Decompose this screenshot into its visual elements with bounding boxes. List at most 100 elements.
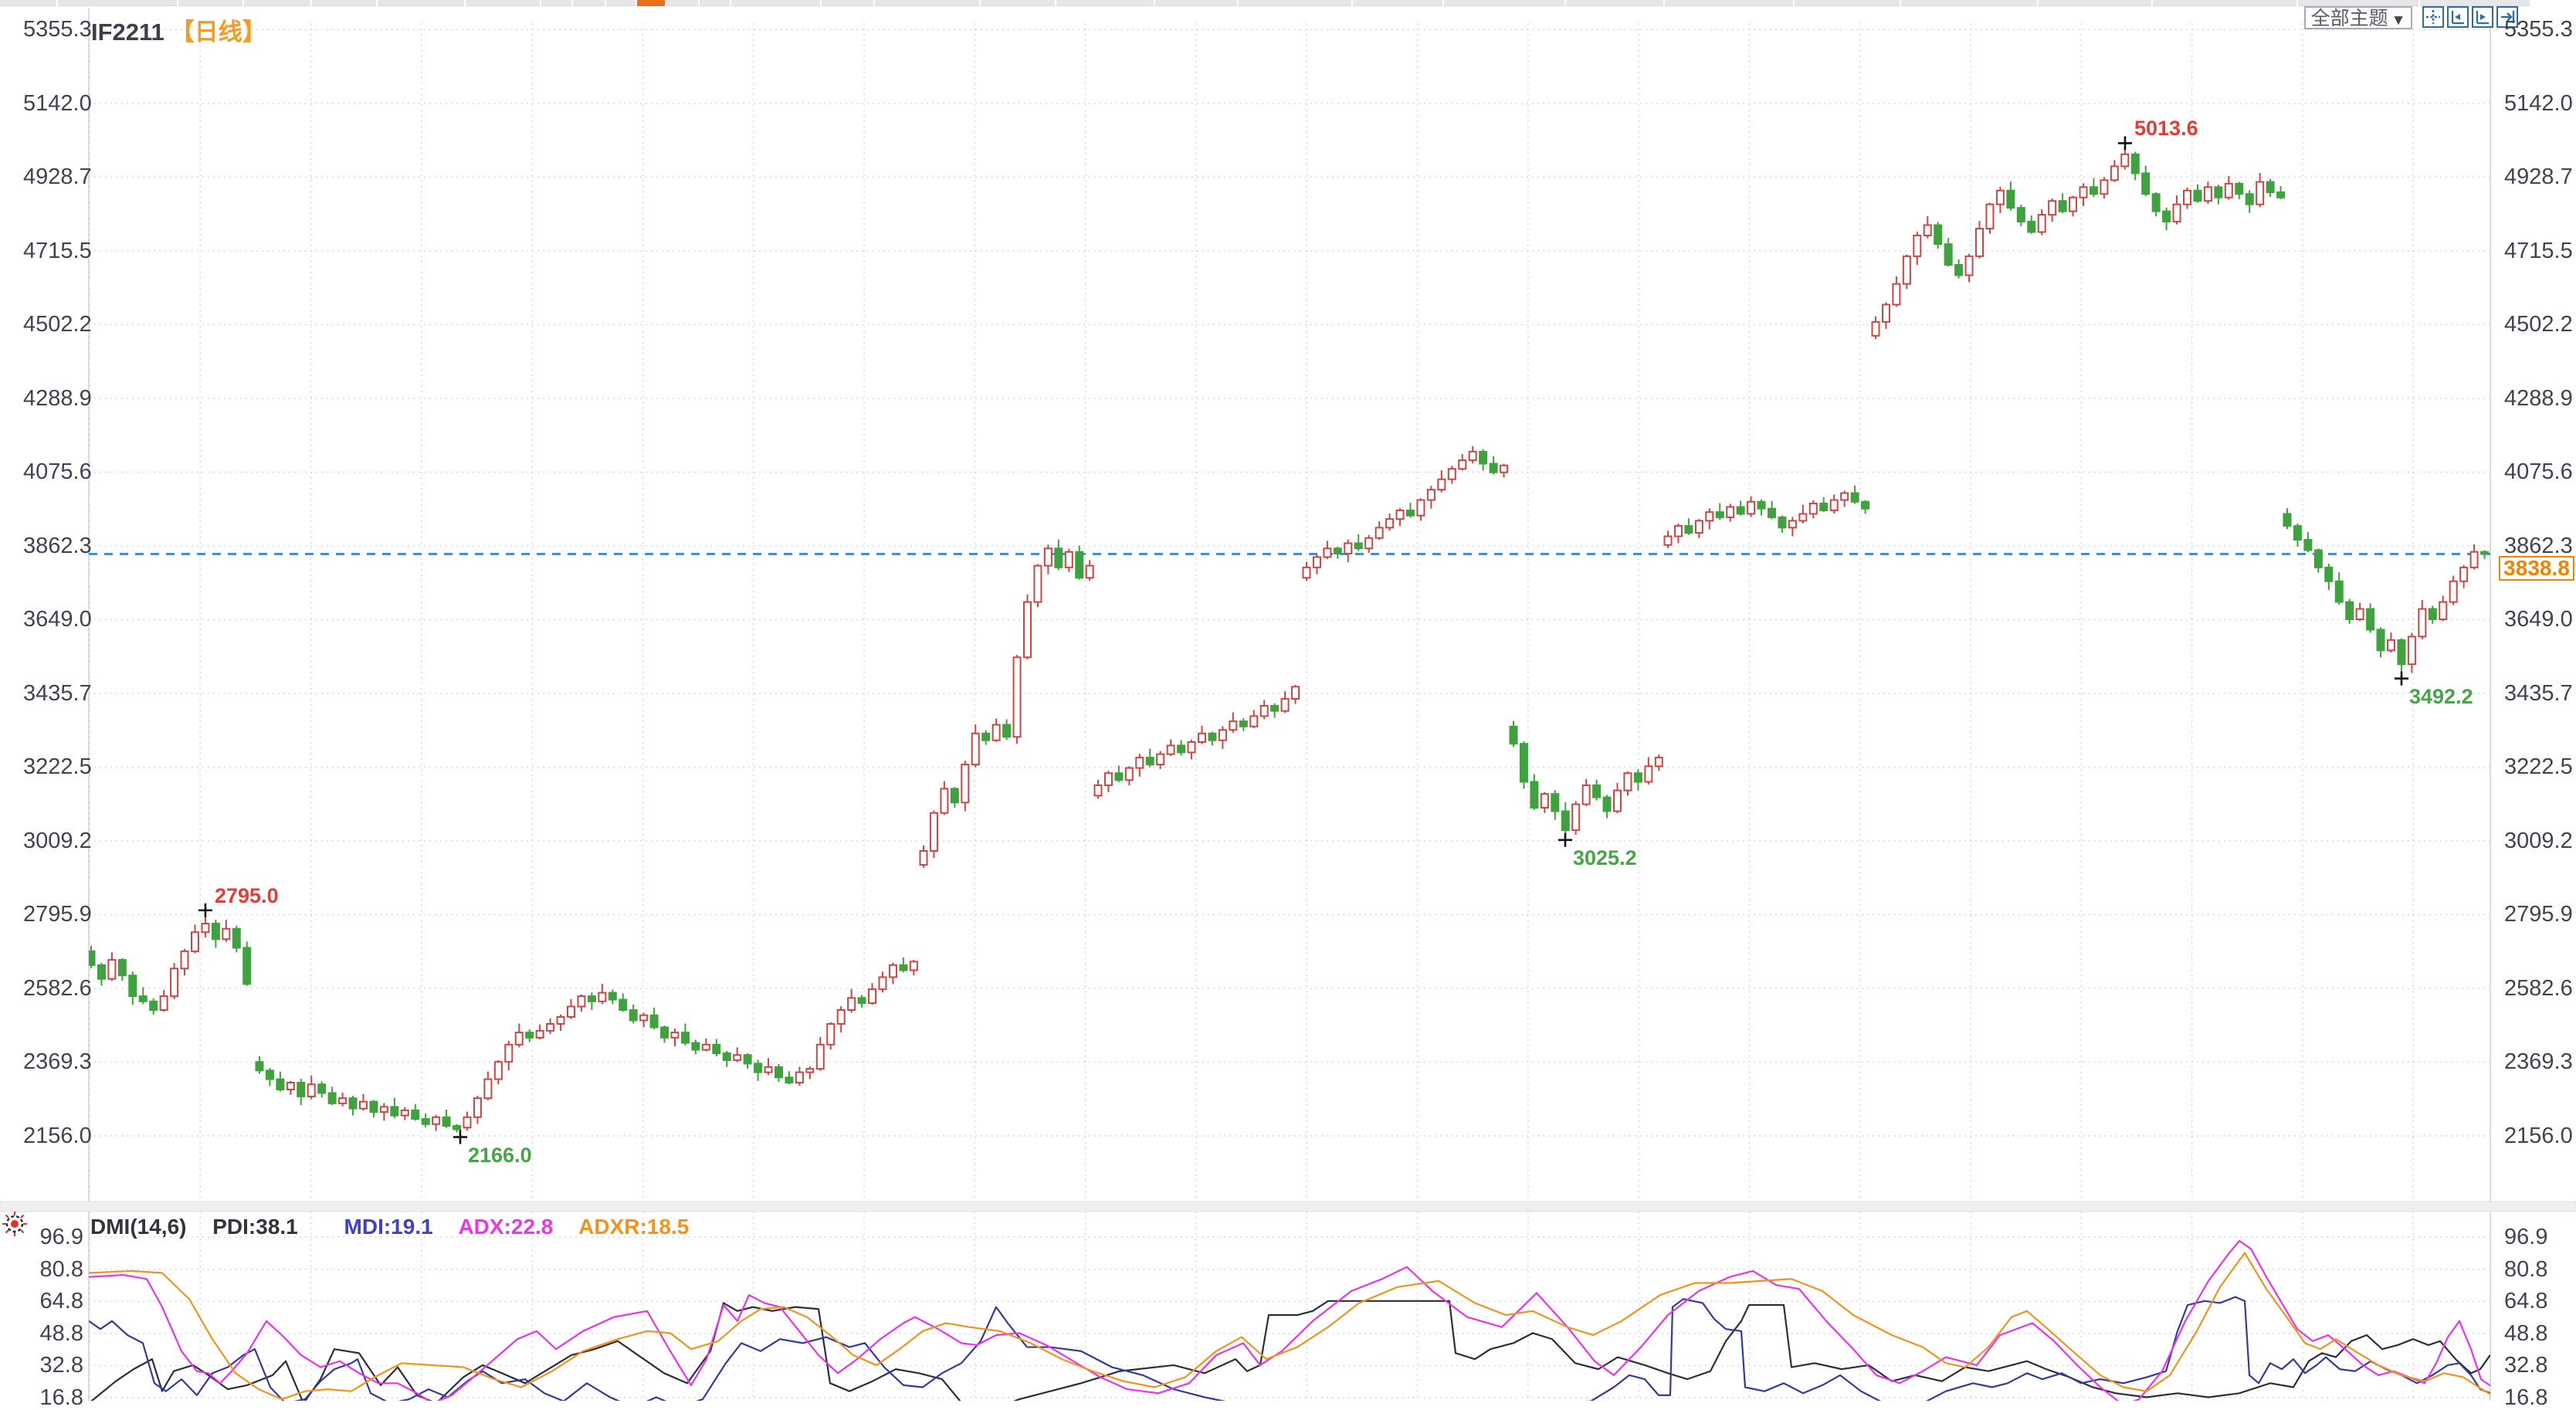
period-label: 【日线】 (170, 19, 266, 46)
play-right-icon[interactable] (2472, 6, 2493, 28)
extreme-marker-cross (1558, 832, 1572, 847)
tab-strip-segment[interactable] (1566, 0, 1663, 6)
tab-strip-segment[interactable] (1901, 0, 2037, 6)
tab-strip-segment[interactable] (58, 0, 177, 6)
tab-strip-segment[interactable] (1239, 0, 1351, 6)
y-axis-tick-label: 3222.5 (2504, 754, 2573, 780)
tab-strip-segment[interactable] (244, 0, 310, 6)
dmi-name-and-pdi-value: DMI(14,6) PDI:38.1 (90, 1215, 298, 1239)
tab-strip-segment[interactable] (1795, 0, 1900, 6)
y-axis-tick-label: 5355.3 (23, 17, 92, 42)
dmi-line-adx (89, 1239, 2490, 1401)
extreme-marker-cross (2118, 136, 2132, 151)
tab-strip-segment[interactable] (2153, 0, 2296, 6)
y-axis-tick-label: 2582.6 (23, 975, 92, 1001)
y-axis-tick-label: 4075.6 (23, 459, 92, 485)
y-axis-tick-label: 2369.3 (23, 1049, 92, 1075)
all-themes-label: 全部主题 (2310, 8, 2388, 29)
indicator-target-icon[interactable] (2, 1211, 28, 1237)
dmi-line-adxr (89, 1252, 2490, 1401)
dmi-tick-label: 64.8 (39, 1289, 83, 1314)
tab-strip-segment[interactable] (466, 0, 540, 6)
tab-strip-segment[interactable] (2298, 0, 2418, 6)
tab-strip-segment[interactable] (378, 0, 464, 6)
tab-strip-segment[interactable] (1665, 0, 1793, 6)
y-axis-tick-label: 4715.5 (2504, 238, 2573, 263)
tab-strip-segment[interactable] (700, 0, 730, 6)
tab-strip-segment[interactable] (573, 0, 605, 6)
symbol-label: IF2211 (91, 19, 164, 46)
dmi-tick-label: 16.8 (2504, 1385, 2548, 1410)
dmi-tick-label: 48.8 (2504, 1320, 2548, 1346)
dmi-tick-label: 96.9 (2504, 1225, 2548, 1249)
tab-strip-segment[interactable] (1056, 0, 1154, 6)
tab-strip-segment[interactable] (1444, 0, 1564, 6)
tab-strip-segment[interactable] (541, 0, 571, 6)
y-axis-tick-label: 4502.2 (23, 312, 92, 337)
y-axis-tick-label: 4075.6 (2504, 459, 2573, 485)
y-axis-tick-label: 3862.3 (2504, 533, 2573, 558)
y-axis-tick-label: 2582.6 (2504, 975, 2573, 1001)
y-axis-tick-label: 3009.2 (23, 828, 92, 853)
y-axis-tick-label: 4288.9 (2504, 385, 2573, 411)
y-axis-tick-label: 3649.0 (23, 607, 92, 632)
dmi-tick-label: 96.9 (39, 1225, 83, 1249)
extreme-marker-cross (198, 903, 212, 917)
y-axis-tick-label: 4288.9 (23, 385, 92, 411)
extreme-marker-cross (2395, 671, 2408, 686)
dmi-tick-label: 32.8 (39, 1353, 83, 1378)
dmi-mdi-value: MDI:19.1 (344, 1215, 433, 1239)
tab-strip-active-segment[interactable] (637, 0, 665, 6)
pan-crosshair-icon[interactable] (2422, 6, 2444, 28)
tab-strip-segment[interactable] (178, 0, 242, 6)
tab-strip-segment[interactable] (731, 0, 820, 6)
y-axis-tick-label: 3649.0 (2504, 607, 2573, 632)
tab-strip-segment[interactable] (606, 0, 636, 6)
y-axis-tick-label: 4715.5 (23, 238, 92, 263)
tab-strip-segment[interactable] (981, 0, 1055, 6)
jump-end-icon[interactable] (2496, 6, 2518, 28)
y-axis-tick-label: 3862.3 (23, 533, 92, 558)
tab-strip-segment[interactable] (2420, 0, 2530, 6)
low-price-annotation: 3025.2 (1573, 846, 1637, 869)
y-axis-tick-label: 4928.7 (2504, 164, 2573, 190)
tab-strip-segment[interactable] (875, 0, 979, 6)
compress-left-icon[interactable] (2447, 6, 2469, 28)
y-axis-tick-label: 5142.0 (2504, 90, 2573, 116)
tab-strip-segment[interactable] (312, 0, 376, 6)
dmi-tick-label: 64.8 (2504, 1289, 2548, 1314)
all-themes-dropdown[interactable]: 全部主题 ▼ (2304, 6, 2412, 29)
y-axis-tick-label: 2156.0 (23, 1124, 92, 1148)
high-price-annotation: 5013.6 (2134, 117, 2198, 141)
top-tab-strip[interactable] (0, 0, 2576, 7)
low-price-annotation: 2166.0 (468, 1143, 532, 1167)
dmi-tick-label: 16.8 (39, 1385, 83, 1410)
dmi-tick-label: 48.8 (39, 1320, 83, 1346)
dmi-adx-value: ADX:22.8 (458, 1215, 554, 1239)
tab-strip-segment[interactable] (666, 0, 698, 6)
y-axis-tick-label: 3222.5 (23, 754, 92, 780)
y-axis-tick-label: 3435.7 (23, 680, 92, 706)
tab-strip-segment[interactable] (1353, 0, 1442, 6)
y-axis-tick-label: 4928.7 (23, 164, 92, 190)
candlestick-layer (89, 147, 2490, 1133)
tab-strip-segment[interactable] (2039, 0, 2151, 6)
tab-strip-segment[interactable] (0, 0, 56, 6)
extreme-marker-cross (453, 1130, 467, 1144)
dmi-lines-layer (89, 1239, 2490, 1401)
y-axis-tick-label: 2795.9 (23, 902, 92, 927)
tab-strip-segment[interactable] (822, 0, 873, 6)
y-axis-tick-label: 3435.7 (2504, 680, 2573, 706)
y-axis-tick-label: 5142.0 (23, 90, 92, 116)
chart-title: IF2211 【日线】 (91, 12, 266, 47)
tab-strip-segment[interactable] (1155, 0, 1237, 6)
y-axis-tick-label: 5355.3 (2504, 17, 2573, 42)
high-price-annotation: 2795.0 (215, 883, 279, 907)
dmi-tick-label: 32.8 (2504, 1353, 2548, 1378)
dmi-legend: DMI(14,6) PDI:38.1 MDI:19.1 ADX:22.8 ADX… (90, 1215, 709, 1239)
y-axis-tick-label: 2369.3 (2504, 1049, 2573, 1075)
low-price-annotation: 3492.2 (2409, 684, 2473, 708)
chevron-down-icon: ▼ (2391, 12, 2406, 29)
